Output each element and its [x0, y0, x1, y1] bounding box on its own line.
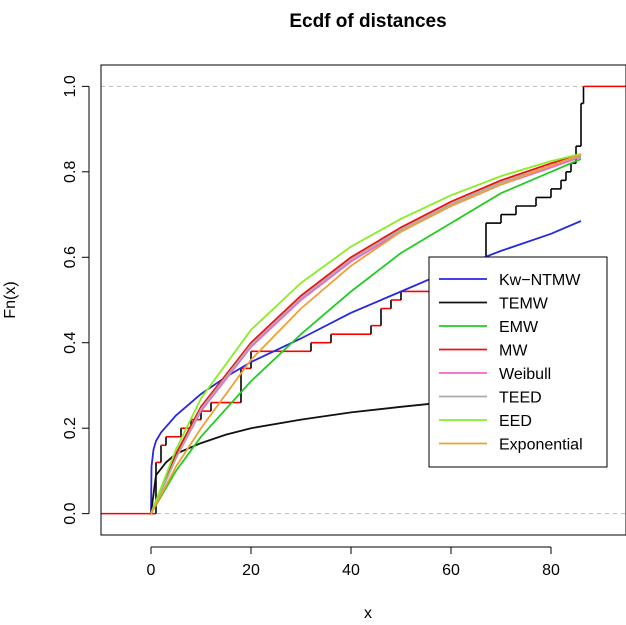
legend-label: Weibull — [499, 366, 551, 383]
y-tick-label: 0.2 — [62, 417, 79, 439]
legend-label: Exponential — [499, 437, 583, 454]
y-tick-label: 0.4 — [62, 332, 79, 354]
y-tick-label: 0.0 — [62, 502, 79, 524]
y-tick-label: 0.8 — [62, 161, 79, 183]
legend-label: EED — [499, 413, 532, 430]
x-tick-label: 40 — [342, 562, 360, 579]
y-tick-label: 1.0 — [62, 75, 79, 97]
legend-label: TEED — [499, 390, 542, 407]
legend: Kw−NTMW TEMW EMW MW Weibull TEED EED Exponentia… — [428, 256, 608, 468]
legend-label: MW — [499, 343, 528, 360]
legend-label: TEMW — [499, 296, 549, 313]
y-axis-label: Fn(x) — [2, 281, 19, 318]
x-tick-label: 80 — [542, 562, 560, 579]
curve-exponential — [150, 153, 582, 515]
y-tick-label: 0.6 — [62, 246, 79, 268]
curve-mw — [150, 153, 582, 514]
x-tick-label: 60 — [442, 562, 460, 579]
legend-box — [428, 256, 608, 468]
x-tick-label: 0 — [147, 562, 156, 579]
legend-label: EMW — [499, 319, 539, 336]
curve-teed — [150, 154, 582, 514]
x-axis-label: x — [364, 605, 372, 622]
curve-emw — [150, 158, 582, 515]
axes: 0 20 40 60 80 0.0 0.2 0.4 0.6 0.8 1.0 — [62, 64, 626, 579]
curve-eed — [150, 153, 582, 514]
plot-frame — [100, 64, 626, 536]
x-tick-label: 20 — [242, 562, 260, 579]
chart-title: Ecdf of distances — [289, 11, 446, 32]
legend-label: Kw−NTMW — [499, 272, 581, 289]
